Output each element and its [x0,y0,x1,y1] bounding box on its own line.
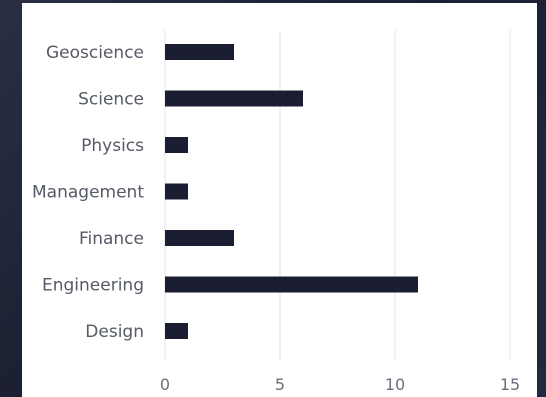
y-category-label: Finance [79,229,144,249]
x-tick-label: 0 [160,375,170,394]
y-category-label: Science [78,90,144,110]
bar-engineering[interactable] [165,276,418,293]
y-category-label: Design [85,322,144,342]
y-category-label: Physics [81,136,144,156]
bar-design[interactable] [165,323,188,339]
bar-physics[interactable] [165,137,188,153]
y-category-label: Geoscience [46,43,144,63]
bar-management[interactable] [165,183,188,200]
chart-card: 0 5 10 15 Geoscience Science Physics Management… [22,3,537,397]
y-category-label: Engineering [42,276,144,296]
bar-chart: 0 5 10 15 Geoscience Science Physics Management… [32,30,520,394]
x-tick-label: 10 [385,375,405,394]
x-tick-label: 5 [275,375,285,394]
bar-geoscience[interactable] [165,44,234,60]
bar-finance[interactable] [165,230,234,246]
x-tick-label: 15 [500,375,520,394]
y-category-label: Management [32,183,144,203]
bar-science[interactable] [165,90,303,107]
